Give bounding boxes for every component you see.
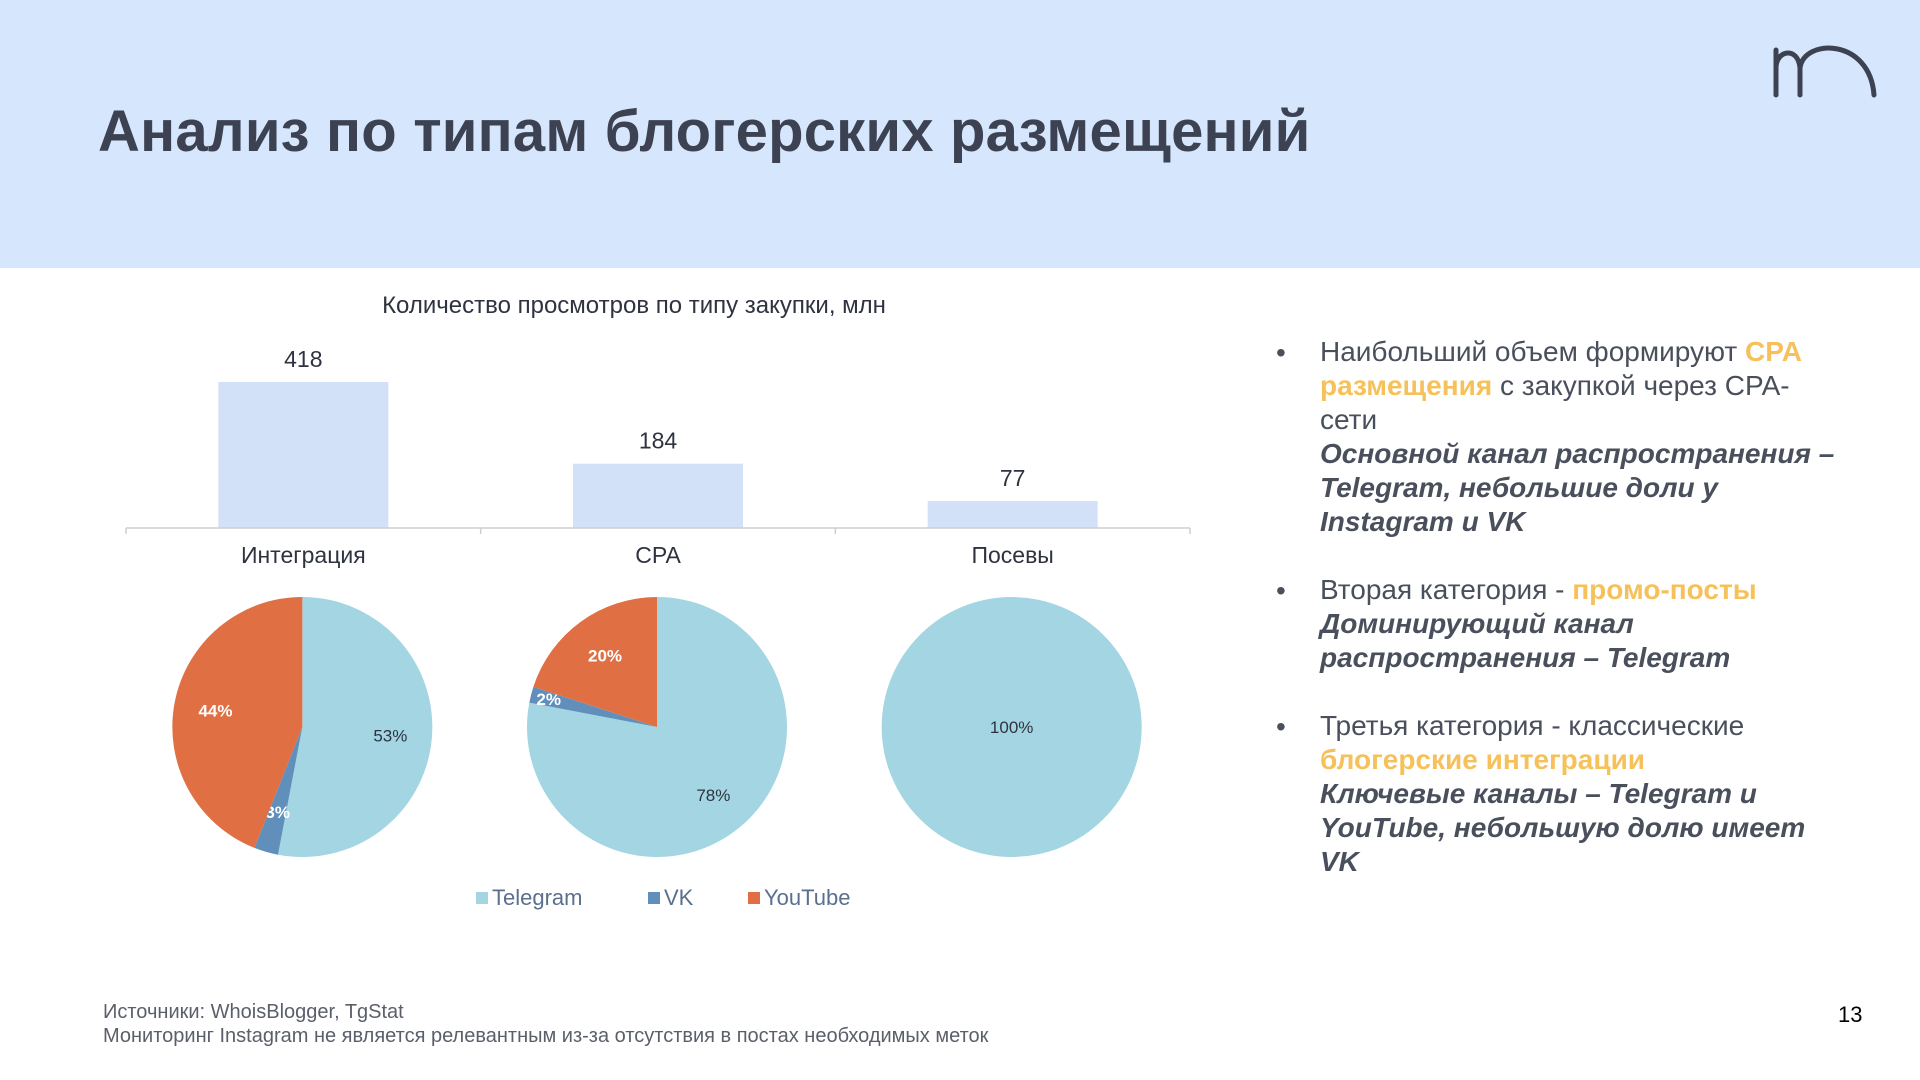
pie-data-label: 78% bbox=[696, 786, 730, 805]
pie-data-label: 20% bbox=[588, 646, 622, 665]
pie-slice-vk bbox=[254, 727, 303, 855]
category-label: CPA bbox=[635, 542, 681, 568]
pie-data-label: 2% bbox=[536, 690, 561, 709]
pie-slice-telegram bbox=[881, 597, 1142, 857]
footer-notes: Источники: WhoisBlogger, TgStat Монитори… bbox=[103, 1000, 988, 1048]
bar-2 bbox=[573, 463, 743, 528]
footer-note: Мониторинг Instagram не является релеван… bbox=[103, 1025, 989, 1047]
category-label: Посевы bbox=[971, 542, 1053, 568]
legend-swatch-youtube bbox=[748, 892, 760, 904]
chart-legend: Telegram VK YouTube bbox=[476, 885, 850, 910]
insight-highlight: блогерские интеграции bbox=[1320, 744, 1645, 775]
insight-subtext: Основной канал распространения – Telegra… bbox=[1320, 438, 1835, 537]
legend-label: YouTube bbox=[764, 885, 850, 910]
pie-slice-telegram bbox=[277, 597, 433, 857]
legend-label: Telegram bbox=[492, 885, 582, 910]
legend-swatch-telegram bbox=[476, 892, 488, 904]
insight-subtext: Доминирующий канал распространения – Tel… bbox=[1320, 608, 1731, 673]
bullet-dot: • bbox=[1276, 337, 1286, 368]
bar-value-label: 77 bbox=[1000, 465, 1026, 491]
page-number: 13 bbox=[1838, 1002, 1863, 1027]
footer-sources: Источники: WhoisBlogger, TgStat bbox=[103, 1001, 404, 1023]
insight-subtext: Ключевые каналы – Telegram и YouTube, не… bbox=[1320, 778, 1806, 877]
pie-slice-vk bbox=[529, 686, 657, 727]
pie-data-label: 44% bbox=[198, 701, 232, 720]
page-title: Анализ по типам блогерских размещений bbox=[98, 99, 1311, 164]
insight-item: • Наибольший объем формируют CPA размеще… bbox=[1276, 335, 1836, 539]
pie-data-label: 53% bbox=[373, 726, 407, 745]
bar-1 bbox=[218, 382, 389, 528]
insight-text: Вторая категория - промо-посты bbox=[1320, 574, 1757, 605]
category-label: Интеграция bbox=[241, 542, 366, 568]
pie-charts: 53% 3% 44% 78% 2% 20% 100% bbox=[172, 597, 1142, 857]
insights-list: • Наибольший объем формируют CPA размеще… bbox=[1276, 335, 1836, 913]
insight-highlight: CPA размещения bbox=[1320, 336, 1801, 401]
bullet-dot: • bbox=[1276, 575, 1286, 606]
pie-slice-youtube bbox=[533, 597, 657, 727]
insight-text: Наибольший объем формируют CPA размещени… bbox=[1320, 336, 1801, 435]
bullet-dot: • bbox=[1276, 711, 1286, 742]
company-logo bbox=[1773, 45, 1877, 98]
bar-chart: 418 Интеграция 184 CPA 77 Посевы bbox=[125, 346, 1191, 568]
bar-chart-title: Количество просмотров по типу закупки, м… bbox=[382, 292, 886, 319]
insight-text: Третья категория - классические блогерск… bbox=[1320, 710, 1745, 775]
legend-label: VK bbox=[664, 885, 694, 910]
legend-swatch-vk bbox=[648, 892, 660, 904]
bar-value-label: 184 bbox=[639, 428, 678, 454]
pie-slice-youtube bbox=[172, 597, 303, 848]
chart-canvas: Количество просмотров по типу закупки, м… bbox=[125, 292, 1191, 910]
insight-highlight: промо-посты bbox=[1572, 574, 1757, 605]
insight-item: • Третья категория - классические блогер… bbox=[1276, 709, 1836, 879]
pie-data-label: 3% bbox=[265, 803, 290, 822]
bar-value-label: 418 bbox=[284, 346, 322, 372]
header-banner: Анализ по типам блогерских размещений bbox=[0, 0, 1920, 268]
insight-item: • Вторая категория - промо-посты Доминир… bbox=[1276, 573, 1836, 675]
bar-3 bbox=[927, 501, 1098, 528]
pie-data-label: 100% bbox=[990, 718, 1033, 737]
